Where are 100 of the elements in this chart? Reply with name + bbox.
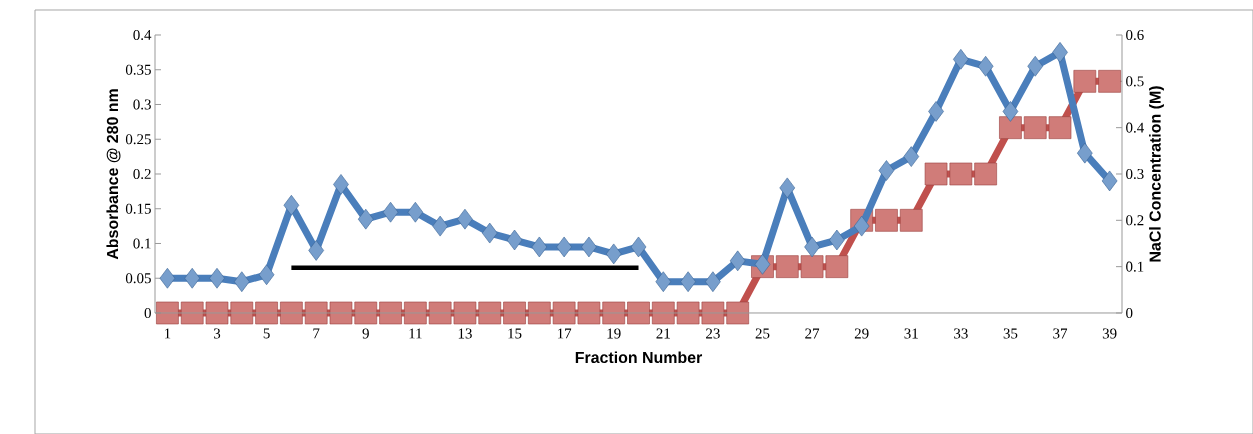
- point: [180, 301, 204, 325]
- point: [680, 271, 696, 293]
- x-tick-label: 5: [263, 328, 270, 339]
- x-tick-label: 31: [904, 328, 918, 339]
- x-tick-label: 33: [954, 328, 968, 339]
- point: [729, 250, 746, 272]
- point: [804, 236, 820, 258]
- point: [701, 301, 725, 325]
- x-tick-label: 35: [1003, 328, 1018, 339]
- point: [953, 49, 969, 70]
- y-tick-label: 0.1: [133, 238, 151, 249]
- point: [1023, 116, 1047, 139]
- point: [602, 301, 626, 325]
- y-axis-title: Absorbance @ 280 nm: [106, 89, 121, 260]
- y2-tick-label: 0.3: [1126, 168, 1144, 180]
- point: [552, 301, 576, 325]
- point: [577, 301, 601, 325]
- point: [357, 208, 374, 230]
- point: [605, 243, 622, 265]
- point: [1002, 101, 1019, 122]
- y2-tick-label: 0.2: [1126, 215, 1144, 226]
- y2-axis-title: NaCl Concentration (M): [1149, 86, 1164, 262]
- point: [1098, 70, 1121, 93]
- point: [924, 162, 948, 186]
- x-tick-label: 13: [458, 328, 472, 339]
- point: [382, 201, 399, 223]
- x-tick-label: 17: [557, 328, 572, 339]
- x-tick-label: 15: [508, 328, 522, 339]
- point: [999, 116, 1022, 139]
- x-tick-label: 21: [656, 328, 670, 339]
- point: [726, 301, 749, 325]
- x-tick-label: 11: [409, 328, 422, 339]
- point: [705, 271, 721, 293]
- point: [1052, 42, 1068, 63]
- point: [1027, 55, 1044, 77]
- x-tick-label: 27: [805, 328, 820, 339]
- point: [258, 264, 275, 286]
- point: [503, 301, 526, 325]
- point: [974, 162, 997, 186]
- x-tick-label: 37: [1053, 328, 1068, 339]
- point: [159, 267, 176, 289]
- point: [903, 146, 920, 167]
- point: [1101, 170, 1118, 192]
- point: [652, 301, 675, 325]
- point: [528, 301, 551, 325]
- y2-tick-label: 0.6: [1126, 29, 1144, 41]
- x-tick-label: 23: [706, 328, 720, 339]
- point: [775, 255, 799, 278]
- x-tick-label: 29: [854, 328, 869, 339]
- point: [531, 236, 548, 258]
- point: [329, 301, 353, 325]
- point: [184, 267, 201, 289]
- y-tick-label: 0.2: [133, 168, 151, 180]
- x-tick-label: 39: [1102, 328, 1117, 339]
- point: [949, 162, 973, 186]
- point: [280, 301, 303, 325]
- point: [156, 301, 179, 325]
- point: [581, 236, 597, 258]
- y2-tick-label: 0: [1126, 307, 1133, 319]
- point: [205, 301, 229, 325]
- point: [234, 271, 250, 293]
- point: [627, 301, 650, 325]
- point: [481, 222, 498, 244]
- point: [1073, 70, 1097, 93]
- y2-tick-label: 0.5: [1126, 76, 1144, 87]
- point: [255, 301, 278, 325]
- point: [304, 301, 328, 325]
- point: [1048, 116, 1072, 139]
- y-tick-label: 0.15: [125, 203, 151, 214]
- y-tick-label: 0.3: [133, 99, 151, 110]
- point: [676, 301, 700, 325]
- point: [655, 271, 672, 293]
- point: [853, 215, 870, 237]
- y-tick-label: 0.25: [125, 134, 151, 145]
- point: [928, 101, 944, 122]
- y-tick-label: 0.4: [133, 29, 152, 41]
- x-tick-label: 7: [313, 328, 320, 339]
- point: [379, 301, 402, 325]
- point: [453, 301, 477, 325]
- point: [977, 55, 994, 77]
- point: [308, 240, 324, 261]
- y-tick-label: 0: [144, 307, 151, 319]
- x-axis-title: Fraction Number: [575, 351, 703, 364]
- y-tick-label: 0.05: [125, 273, 151, 284]
- y2-tick-label: 0.1: [1126, 261, 1144, 272]
- point: [556, 236, 572, 258]
- point: [875, 209, 898, 232]
- point: [630, 236, 647, 258]
- point: [457, 208, 473, 230]
- point: [478, 301, 502, 325]
- point: [407, 201, 424, 223]
- point: [506, 229, 523, 251]
- point: [283, 194, 300, 216]
- point: [825, 255, 849, 278]
- point: [800, 255, 824, 278]
- point: [230, 301, 254, 325]
- x-tick-label: 1: [164, 328, 171, 339]
- point: [432, 215, 448, 237]
- point: [779, 177, 796, 199]
- point: [1077, 142, 1093, 164]
